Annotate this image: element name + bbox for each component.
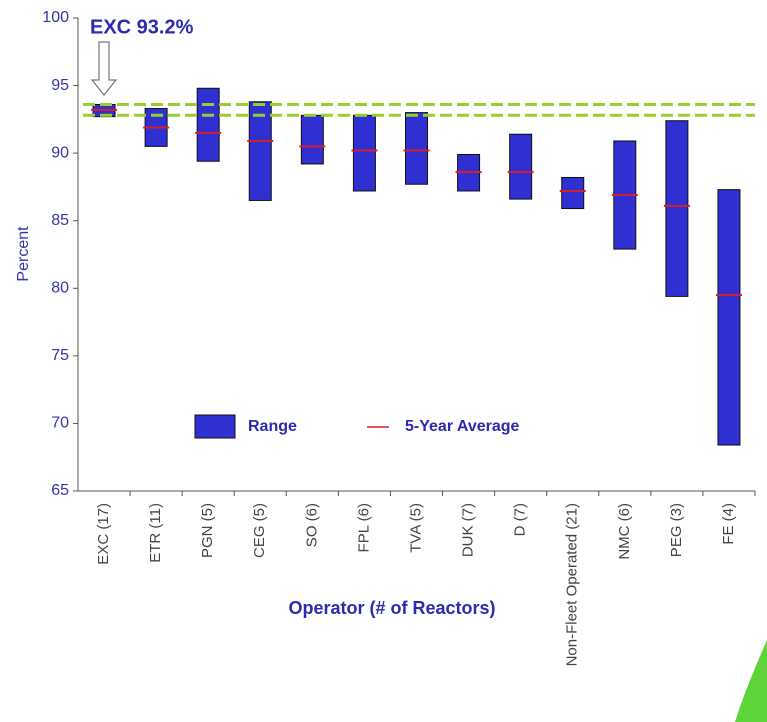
- y-axis-label: Percent: [15, 226, 32, 282]
- range-bar: [352, 114, 376, 192]
- x-axis-label: Operator (# of Reactors): [288, 598, 495, 618]
- range-bar: [196, 87, 220, 162]
- y-tick-label: 80: [51, 280, 69, 297]
- legend-label: Range: [248, 418, 297, 435]
- range-bar: [665, 120, 689, 297]
- range-bar: [561, 176, 585, 210]
- x-tick-label: EXC (17): [95, 503, 112, 565]
- y-tick-label: 65: [51, 482, 69, 499]
- legend-swatch: [194, 414, 236, 439]
- y-tick-label: 90: [51, 144, 69, 161]
- annotation: EXC 93.2%: [90, 16, 194, 38]
- y-tick-label: 75: [51, 347, 69, 364]
- arrow: [90, 41, 118, 96]
- x-tick-label: PEG (3): [668, 503, 685, 557]
- y-tick-label: 85: [51, 212, 69, 229]
- range-bar: [248, 101, 272, 201]
- range-bar: [717, 189, 741, 446]
- x-tick-label: DUK (7): [460, 503, 477, 557]
- x-tick-label: Non-Fleet Operated (21): [564, 503, 581, 666]
- x-tick-label: TVA (5): [407, 503, 424, 553]
- x-tick-label: NMC (6): [616, 503, 633, 560]
- x-tick-label: SO (6): [303, 503, 320, 547]
- y-tick-label: 95: [51, 77, 69, 94]
- y-tick-label: 70: [51, 415, 69, 432]
- x-tick-label: FE (4): [720, 503, 737, 545]
- x-tick-label: D (7): [512, 503, 529, 536]
- x-tick-label: PGN (5): [199, 503, 216, 558]
- y-tick-label: 100: [42, 9, 69, 26]
- x-tick-label: CEG (5): [251, 503, 268, 558]
- decoration: [735, 640, 767, 722]
- range-bar: [300, 114, 324, 165]
- range-bar: [509, 133, 533, 200]
- x-tick-label: ETR (11): [147, 503, 164, 563]
- x-tick-label: FPL (6): [355, 503, 372, 552]
- range-bar: [405, 112, 428, 185]
- legend-label: 5-Year Average: [405, 418, 520, 435]
